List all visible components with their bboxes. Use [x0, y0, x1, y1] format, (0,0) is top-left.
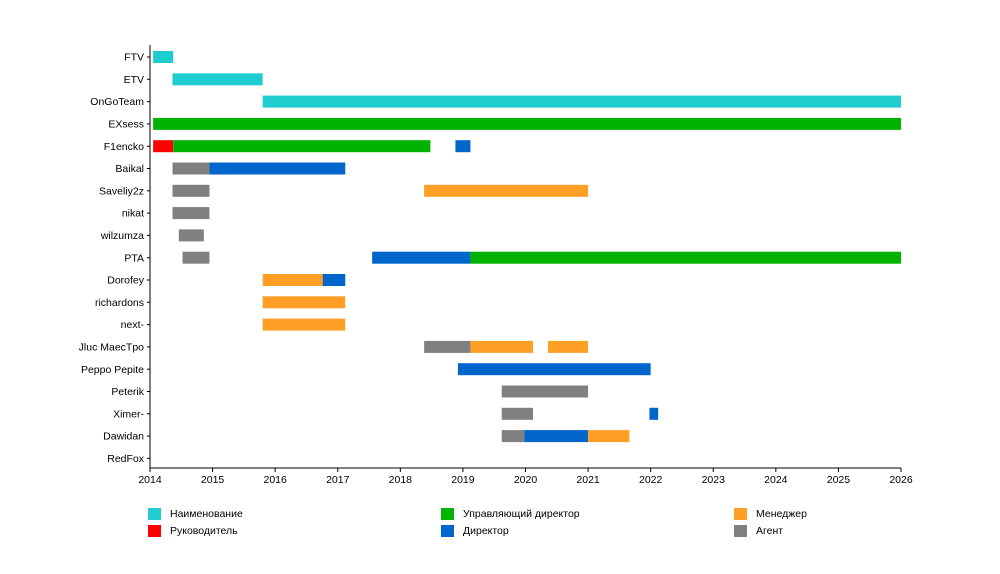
x-tick-label-2025: 2025 — [827, 474, 851, 486]
y-tick-label-exsess: EXsess — [108, 119, 144, 131]
bar-etv-name-1 — [172, 73, 263, 86]
bar-pta-agent-13 — [182, 251, 210, 264]
bar-saveliy2z-agent-9 — [172, 184, 210, 197]
legend-swatch-director — [441, 525, 454, 537]
bar-jluc-maectpo-agent-20 — [424, 340, 471, 353]
bar-jluc-maectpo-manager-22 — [548, 340, 589, 353]
x-tick-label-2024: 2024 — [764, 474, 788, 486]
y-tick-label-peterik: Peterik — [111, 386, 144, 398]
y-tick-label-nikat: nikat — [122, 208, 144, 220]
y-tick-label-ximer: Ximer- — [113, 408, 144, 420]
bar-pta-md-15 — [470, 251, 901, 264]
legend-swatch-md — [441, 508, 454, 520]
legend: Наименование Руководитель Управляющий дире… — [0, 506, 1000, 546]
y-tick-label-f1encko: F1encko — [104, 141, 144, 153]
legend-label-head: Руководитель — [170, 525, 238, 537]
bar-f1encko-head-4 — [153, 140, 174, 153]
legend-swatch-agent — [734, 525, 747, 537]
x-tick-label-2020: 2020 — [514, 474, 538, 486]
y-tick-label-saveliy2z: Saveliy2z — [99, 185, 144, 197]
y-labels-layer: FTV ETV OnGoTeam EXsess F1encko Baikal Saveliy… — [79, 52, 145, 465]
x-tick-label-2015: 2015 — [201, 474, 225, 486]
bar-f1encko-director-6 — [455, 140, 471, 153]
bar-exsess-md-3 — [153, 117, 901, 130]
x-tick-label-2026: 2026 — [889, 474, 913, 486]
x-tick-label-2023: 2023 — [702, 474, 726, 486]
y-tick-label-dorofey: Dorofey — [107, 275, 145, 287]
legend-item-agent: Агент — [734, 523, 783, 539]
y-tick-label-wilzumza: wilzumza — [100, 230, 144, 242]
legend-label-md: Управляющий директор — [463, 508, 580, 520]
y-tick-label-etv: ETV — [124, 74, 144, 86]
legend-label-name: Наименование — [170, 508, 243, 520]
legend-item-manager: Менеджер — [734, 506, 807, 522]
y-tick-label-baikal: Baikal — [115, 163, 144, 175]
bar-baikal-agent-7 — [172, 162, 210, 175]
bar-baikal-director-8 — [209, 162, 346, 175]
bar-dawidan-director-28 — [524, 430, 589, 443]
x-tick-label-2017: 2017 — [326, 474, 350, 486]
bar-wilzumza-agent-12 — [178, 229, 204, 242]
bar-peppo-pepite-director-23 — [457, 363, 651, 376]
bar-ximer-director-26 — [649, 407, 659, 420]
y-tick-label-richardons: richardons — [95, 297, 144, 309]
legend-item-head: Руководитель — [148, 523, 238, 539]
legend-swatch-name — [148, 508, 161, 520]
bar-jluc-maectpo-manager-21 — [470, 340, 534, 353]
x-tick-label-2014: 2014 — [138, 474, 162, 486]
x-tick-label-2019: 2019 — [451, 474, 475, 486]
x-tick-label-2016: 2016 — [263, 474, 287, 486]
y-tick-label-dawidan: Dawidan — [103, 431, 144, 443]
bar-richardons-manager-18 — [262, 296, 346, 309]
x-tick-label-2018: 2018 — [389, 474, 413, 486]
x-labels-layer: 2014 2015 2016 2017 2018 2019 2020 2021 2022 2023… — [138, 474, 913, 486]
y-tick-label-ftv: FTV — [124, 52, 144, 64]
axes-layer — [147, 45, 902, 472]
bar-dawidan-agent-27 — [501, 430, 525, 443]
x-tick-label-2022: 2022 — [639, 474, 663, 486]
legend-label-director: Директор — [463, 525, 509, 537]
bar-nikat-agent-11 — [172, 207, 210, 220]
legend-label-agent: Агент — [756, 525, 784, 537]
y-tick-label-peppo-pepite: Peppo Pepite — [81, 364, 144, 376]
y-tick-label-pta: PTA — [124, 252, 144, 264]
legend-item-md: Управляющий директор — [441, 506, 580, 522]
legend-item-director: Директор — [441, 523, 509, 539]
bar-f1encko-md-5 — [173, 140, 431, 153]
bar-pta-director-14 — [372, 251, 471, 264]
bars-layer — [153, 51, 901, 443]
legend-item-name: Наименование — [148, 506, 243, 522]
bar-ftv-name-0 — [153, 51, 174, 63]
bar-saveliy2z-manager-10 — [424, 184, 589, 197]
bar-peterik-agent-24 — [501, 385, 589, 398]
bar-dorofey-manager-16 — [262, 274, 323, 286]
x-tick-label-2021: 2021 — [576, 474, 600, 486]
bar-ongoteam-name-2 — [262, 95, 901, 108]
bar-dawidan-manager-29 — [588, 430, 630, 443]
legend-swatch-head — [148, 525, 161, 537]
bar-ximer-agent-25 — [501, 407, 534, 420]
legend-swatch-manager — [734, 508, 747, 520]
y-tick-label-redfox: RedFox — [107, 453, 145, 465]
bar-next-manager-19 — [262, 318, 346, 331]
y-tick-label-jluc-maectpo: Jluc MaecTpo — [79, 342, 145, 354]
bar-dorofey-director-17 — [322, 274, 346, 286]
legend-label-manager: Менеджер — [756, 508, 807, 520]
y-tick-label-ongoteam: OnGoTeam — [90, 96, 144, 108]
y-tick-label-next: next- — [121, 319, 145, 331]
